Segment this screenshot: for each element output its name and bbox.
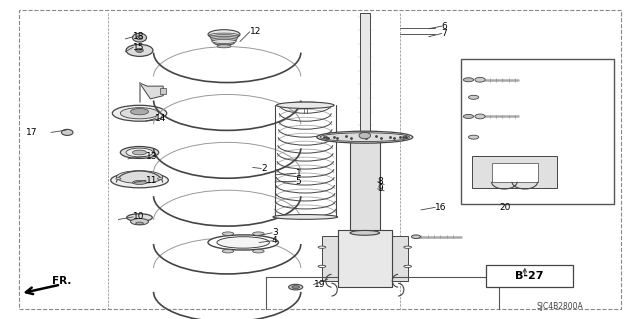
Ellipse shape xyxy=(126,44,153,56)
Ellipse shape xyxy=(120,108,159,119)
Ellipse shape xyxy=(350,230,380,235)
Ellipse shape xyxy=(208,235,278,250)
Ellipse shape xyxy=(468,135,479,139)
Text: 17: 17 xyxy=(26,128,37,137)
Ellipse shape xyxy=(61,130,73,135)
Ellipse shape xyxy=(276,102,334,108)
Text: 2: 2 xyxy=(261,164,267,173)
Polygon shape xyxy=(322,236,338,281)
Ellipse shape xyxy=(209,33,239,37)
Text: 15: 15 xyxy=(133,43,145,52)
Ellipse shape xyxy=(468,95,479,99)
Ellipse shape xyxy=(404,265,412,267)
Ellipse shape xyxy=(253,232,264,235)
Text: SJC4B2800A: SJC4B2800A xyxy=(536,302,584,311)
Ellipse shape xyxy=(292,286,300,289)
Ellipse shape xyxy=(208,30,240,39)
Ellipse shape xyxy=(116,171,163,183)
Ellipse shape xyxy=(210,35,238,39)
Text: 4: 4 xyxy=(272,236,278,245)
Text: 11: 11 xyxy=(146,176,157,185)
Polygon shape xyxy=(392,236,408,281)
Ellipse shape xyxy=(120,146,159,159)
Ellipse shape xyxy=(131,108,148,115)
Text: 5: 5 xyxy=(296,177,301,186)
Ellipse shape xyxy=(111,173,168,188)
Polygon shape xyxy=(492,163,538,182)
Polygon shape xyxy=(338,230,392,287)
Ellipse shape xyxy=(317,131,413,143)
Polygon shape xyxy=(350,142,380,233)
Ellipse shape xyxy=(318,265,326,267)
Ellipse shape xyxy=(463,115,474,118)
Text: 9: 9 xyxy=(378,184,383,193)
Text: 8: 8 xyxy=(378,177,383,186)
Ellipse shape xyxy=(113,105,167,121)
Ellipse shape xyxy=(475,114,485,119)
Text: 10: 10 xyxy=(133,212,145,221)
Ellipse shape xyxy=(132,181,147,184)
Text: B-27: B-27 xyxy=(515,271,544,281)
Text: 3: 3 xyxy=(272,228,278,237)
Ellipse shape xyxy=(412,235,420,239)
Ellipse shape xyxy=(132,150,147,155)
Ellipse shape xyxy=(116,178,121,180)
Ellipse shape xyxy=(404,246,412,248)
Ellipse shape xyxy=(211,36,237,40)
Ellipse shape xyxy=(126,148,153,157)
Text: 18: 18 xyxy=(133,32,145,41)
Ellipse shape xyxy=(132,33,147,42)
Ellipse shape xyxy=(136,36,143,40)
Ellipse shape xyxy=(222,232,234,235)
Ellipse shape xyxy=(253,249,264,253)
Text: 19: 19 xyxy=(314,280,325,289)
Ellipse shape xyxy=(217,237,269,248)
Ellipse shape xyxy=(211,38,237,42)
Polygon shape xyxy=(360,13,370,142)
Ellipse shape xyxy=(289,284,303,290)
Ellipse shape xyxy=(222,249,234,253)
Ellipse shape xyxy=(359,132,371,139)
Text: 20: 20 xyxy=(499,203,511,212)
Ellipse shape xyxy=(463,78,474,82)
Ellipse shape xyxy=(214,41,234,45)
Ellipse shape xyxy=(320,133,410,142)
Ellipse shape xyxy=(157,178,163,180)
Ellipse shape xyxy=(131,219,148,225)
Ellipse shape xyxy=(318,246,326,248)
Text: 12: 12 xyxy=(250,27,261,36)
Polygon shape xyxy=(140,83,163,99)
Text: 13: 13 xyxy=(146,152,157,161)
Ellipse shape xyxy=(217,45,231,48)
Ellipse shape xyxy=(212,40,236,43)
Text: FR.: FR. xyxy=(52,276,72,286)
Polygon shape xyxy=(160,88,166,94)
Polygon shape xyxy=(486,265,573,287)
Ellipse shape xyxy=(273,215,338,219)
Text: 14: 14 xyxy=(155,114,166,123)
Text: 16: 16 xyxy=(435,203,447,212)
Text: 7: 7 xyxy=(442,29,447,38)
Text: 6: 6 xyxy=(442,22,447,31)
Ellipse shape xyxy=(136,48,143,52)
Polygon shape xyxy=(472,156,557,188)
Ellipse shape xyxy=(136,222,143,225)
Ellipse shape xyxy=(127,214,152,221)
Text: 1: 1 xyxy=(296,169,301,178)
Ellipse shape xyxy=(475,77,485,82)
